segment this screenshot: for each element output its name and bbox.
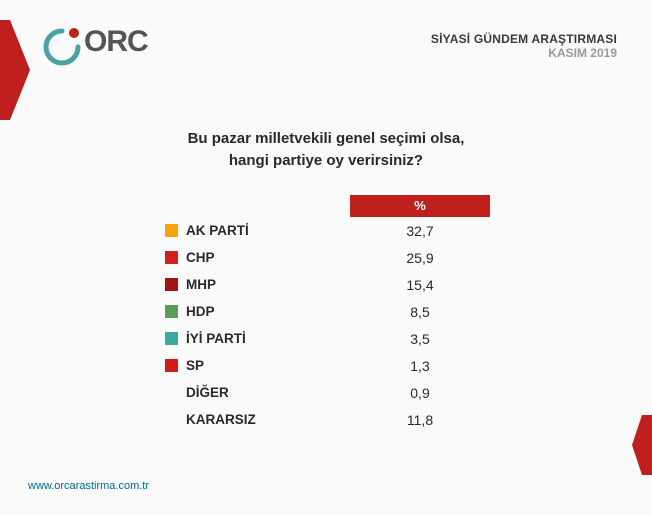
survey-question: Bu pazar milletvekili genel seçimi olsa,… xyxy=(0,128,652,172)
table-row: AK PARTİ 32,7 xyxy=(160,217,490,244)
party-icon xyxy=(160,251,182,264)
party-name: KARARSIZ xyxy=(182,412,350,427)
party-value: 0,9 xyxy=(350,385,490,401)
party-icon xyxy=(160,332,182,345)
logo: ORC xyxy=(40,25,148,69)
logo-text: ORC xyxy=(84,27,148,57)
header-right: SİYASİ GÜNDEM ARAŞTIRMASI KASIM 2019 xyxy=(431,32,617,60)
party-icon xyxy=(160,224,182,237)
party-value: 15,4 xyxy=(350,277,490,293)
table-header-row: % xyxy=(160,195,490,217)
party-value: 32,7 xyxy=(350,223,490,239)
party-name: HDP xyxy=(182,304,350,319)
party-name: SP xyxy=(182,358,350,373)
table-row: DİĞER 0,9 xyxy=(160,379,490,406)
table-row: SP 1,3 xyxy=(160,352,490,379)
party-name: İYİ PARTİ xyxy=(182,331,350,346)
party-value: 8,5 xyxy=(350,304,490,320)
party-icon xyxy=(160,359,182,372)
header-title: SİYASİ GÜNDEM ARAŞTIRMASI xyxy=(431,32,617,46)
party-icon xyxy=(160,305,182,318)
question-line-1: Bu pazar milletvekili genel seçimi olsa, xyxy=(0,128,652,150)
table-row: HDP 8,5 xyxy=(160,298,490,325)
party-value: 3,5 xyxy=(350,331,490,347)
table-row: İYİ PARTİ 3,5 xyxy=(160,325,490,352)
party-value: 1,3 xyxy=(350,358,490,374)
header-spacer xyxy=(160,195,350,217)
logo-mark xyxy=(40,25,84,69)
percent-header: % xyxy=(350,195,490,217)
header-subtitle: KASIM 2019 xyxy=(431,46,617,60)
party-name: DİĞER xyxy=(182,385,350,400)
footer-url: www.orcarastirma.com.tr xyxy=(28,480,149,492)
party-name: MHP xyxy=(182,277,350,292)
table-row: CHP 25,9 xyxy=(160,244,490,271)
party-name: CHP xyxy=(182,250,350,265)
party-value: 11,8 xyxy=(350,412,490,428)
party-icon xyxy=(160,278,182,291)
table-row: KARARSIZ 11,8 xyxy=(160,406,490,433)
results-table: % AK PARTİ 32,7 CHP 25,9 MHP 15,4 HDP 8,… xyxy=(160,195,490,433)
party-value: 25,9 xyxy=(350,250,490,266)
accent-right xyxy=(632,415,652,480)
accent-left xyxy=(0,20,30,125)
party-name: AK PARTİ xyxy=(182,223,350,238)
question-line-2: hangi partiye oy verirsiniz? xyxy=(0,150,652,172)
table-row: MHP 15,4 xyxy=(160,271,490,298)
